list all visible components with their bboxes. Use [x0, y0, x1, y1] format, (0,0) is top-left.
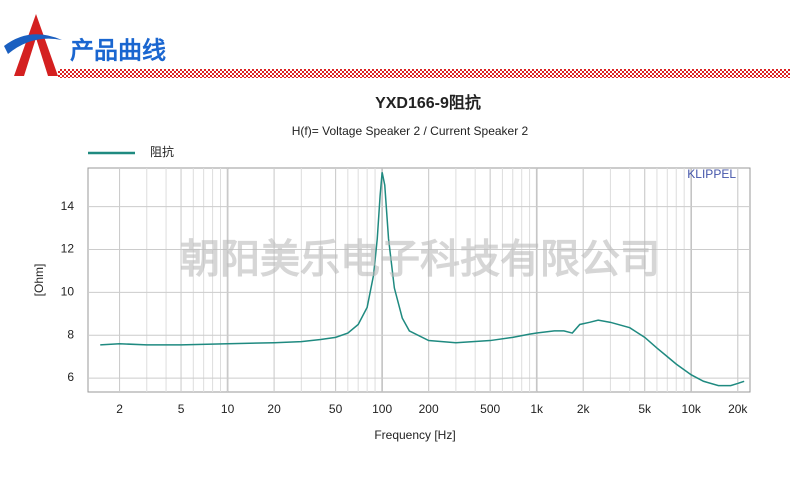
- x-tick-label: 20: [267, 402, 281, 416]
- x-axis-label: Frequency [Hz]: [374, 428, 455, 442]
- y-axis-label: [Ohm]: [32, 264, 46, 297]
- x-tick-label: 500: [480, 402, 500, 416]
- x-tick-label: 2k: [577, 402, 591, 416]
- header-title: 产品曲线: [70, 36, 166, 64]
- x-tick-label: 200: [419, 402, 439, 416]
- logo: [4, 14, 62, 76]
- y-tick-label: 8: [67, 327, 74, 341]
- header-band: [58, 69, 790, 78]
- x-tick-label: 20k: [728, 402, 748, 416]
- x-tick-label: 50: [329, 402, 343, 416]
- x-tick-label: 5k: [638, 402, 652, 416]
- x-tick-label: 1k: [530, 402, 544, 416]
- watermark: 朝阳美乐电子科技有限公司: [180, 238, 660, 282]
- series-line: [100, 172, 745, 387]
- chart-title: YXD166-9阻抗: [375, 93, 481, 112]
- legend-label: 阻抗: [150, 144, 174, 159]
- y-tick-label: 12: [61, 242, 75, 256]
- chart-subtitle: H(f)= Voltage Speaker 2 / Current Speake…: [292, 124, 529, 138]
- y-tick-label: 6: [67, 370, 74, 384]
- x-tick-label: 5: [178, 402, 185, 416]
- x-tick-label: 10k: [682, 402, 702, 416]
- y-tick-label: 10: [61, 284, 75, 298]
- x-tick-label: 10: [221, 402, 235, 416]
- y-tick-label: 14: [61, 199, 75, 213]
- x-tick-label: 100: [372, 402, 392, 416]
- x-tick-label: 2: [116, 402, 123, 416]
- plot-frame: [87, 167, 751, 393]
- brand-label: KLIPPEL: [687, 167, 736, 181]
